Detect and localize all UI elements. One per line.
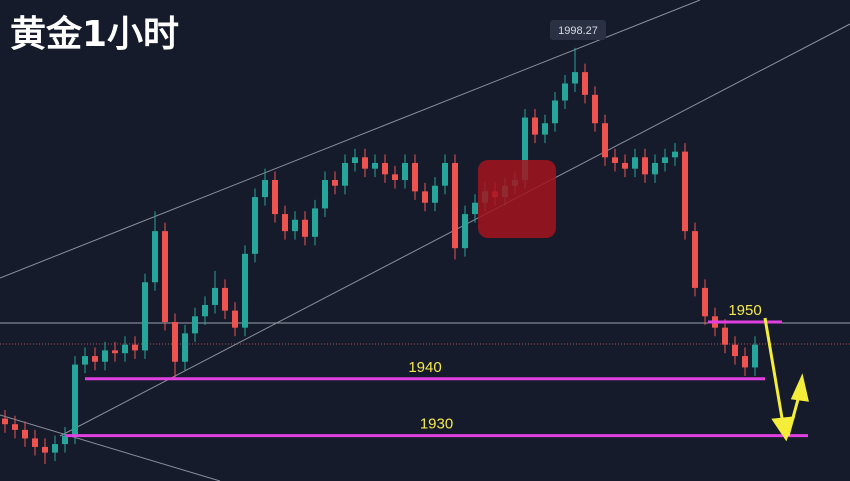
- candle-body: [222, 287, 228, 311]
- candle-body: [602, 123, 608, 158]
- candle-body: [242, 253, 248, 328]
- candle-body: [42, 446, 48, 453]
- candle-body: [32, 438, 38, 447]
- trend-line: [0, 414, 221, 481]
- candle-body: [362, 157, 368, 169]
- candles: [2, 47, 758, 464]
- peak-label: 1998.27: [558, 25, 598, 37]
- candle-body: [282, 214, 288, 232]
- candle-body: [82, 356, 88, 365]
- candle-body: [462, 214, 468, 249]
- candle-body: [632, 157, 638, 169]
- candle-body: [442, 162, 448, 186]
- candle-body: [372, 162, 378, 169]
- candle-body: [112, 350, 118, 354]
- candle-body: [232, 310, 238, 328]
- candle-body: [262, 180, 268, 198]
- candle-body: [612, 157, 618, 163]
- candle-body: [582, 72, 588, 95]
- candle-body: [472, 202, 478, 215]
- candle-body: [432, 185, 438, 203]
- candle-body: [672, 151, 678, 158]
- candle-body: [412, 162, 418, 192]
- candle-body: [172, 321, 178, 362]
- candle-body: [272, 180, 278, 215]
- seal: [478, 160, 556, 238]
- candle-body: [542, 123, 548, 135]
- candle-body: [202, 304, 208, 317]
- levels: 1950 1940 1930: [65, 302, 808, 438]
- candle-body: [392, 174, 398, 181]
- chart-title: 黄金1小时: [10, 13, 179, 55]
- candle-body: [302, 219, 308, 237]
- candle-body: [622, 162, 628, 169]
- candle-body: [662, 157, 668, 163]
- candle-body: [742, 356, 748, 368]
- candle-body: [102, 350, 108, 362]
- candle-body: [62, 435, 68, 445]
- candle-body: [402, 162, 408, 181]
- candle-body: [22, 429, 28, 439]
- candle-body: [652, 162, 658, 175]
- candle-body: [142, 282, 148, 351]
- candle-body: [322, 180, 328, 209]
- candle-body: [532, 117, 538, 135]
- candle-body: [352, 157, 358, 163]
- candle-body: [562, 83, 568, 101]
- candle-body: [92, 356, 98, 362]
- candle-body: [182, 333, 188, 362]
- candle-body: [52, 444, 58, 453]
- candle-body: [552, 100, 558, 124]
- candle-body: [422, 191, 428, 203]
- candle-body: [732, 344, 738, 357]
- candle-body: [312, 208, 318, 237]
- trend-line: [0, 0, 701, 279]
- candle-body: [252, 197, 258, 254]
- candle-body: [692, 231, 698, 288]
- candle-body: [152, 231, 158, 283]
- level-label: 1950: [728, 302, 761, 319]
- candle-body: [702, 287, 708, 317]
- candle-body: [642, 157, 648, 175]
- candle-body: [342, 162, 348, 186]
- peak-label-box: [550, 20, 606, 40]
- level-label: 1940: [408, 359, 441, 376]
- candle-body: [572, 72, 578, 84]
- level-label: 1930: [420, 416, 453, 433]
- candle-body: [682, 151, 688, 232]
- candle-body: [382, 162, 388, 175]
- candle-body: [162, 231, 168, 322]
- candle-body: [12, 424, 18, 430]
- candle-body: [592, 94, 598, 124]
- arrow-down: [763, 317, 786, 431]
- candle-body: [752, 344, 758, 368]
- arrow-head: [790, 373, 809, 402]
- candle-body: [452, 162, 458, 249]
- candle-body: [212, 287, 218, 305]
- candle-body: [332, 180, 338, 186]
- stamp: [478, 160, 556, 238]
- candle-body: [192, 316, 198, 334]
- candle-body: [72, 364, 78, 436]
- candle-body: [522, 117, 528, 181]
- candle-body: [122, 344, 128, 354]
- candle-body: [722, 327, 728, 345]
- arrows: [763, 317, 809, 442]
- candle-body: [2, 418, 8, 425]
- candle-body: [132, 344, 138, 351]
- candle-body: [292, 219, 298, 232]
